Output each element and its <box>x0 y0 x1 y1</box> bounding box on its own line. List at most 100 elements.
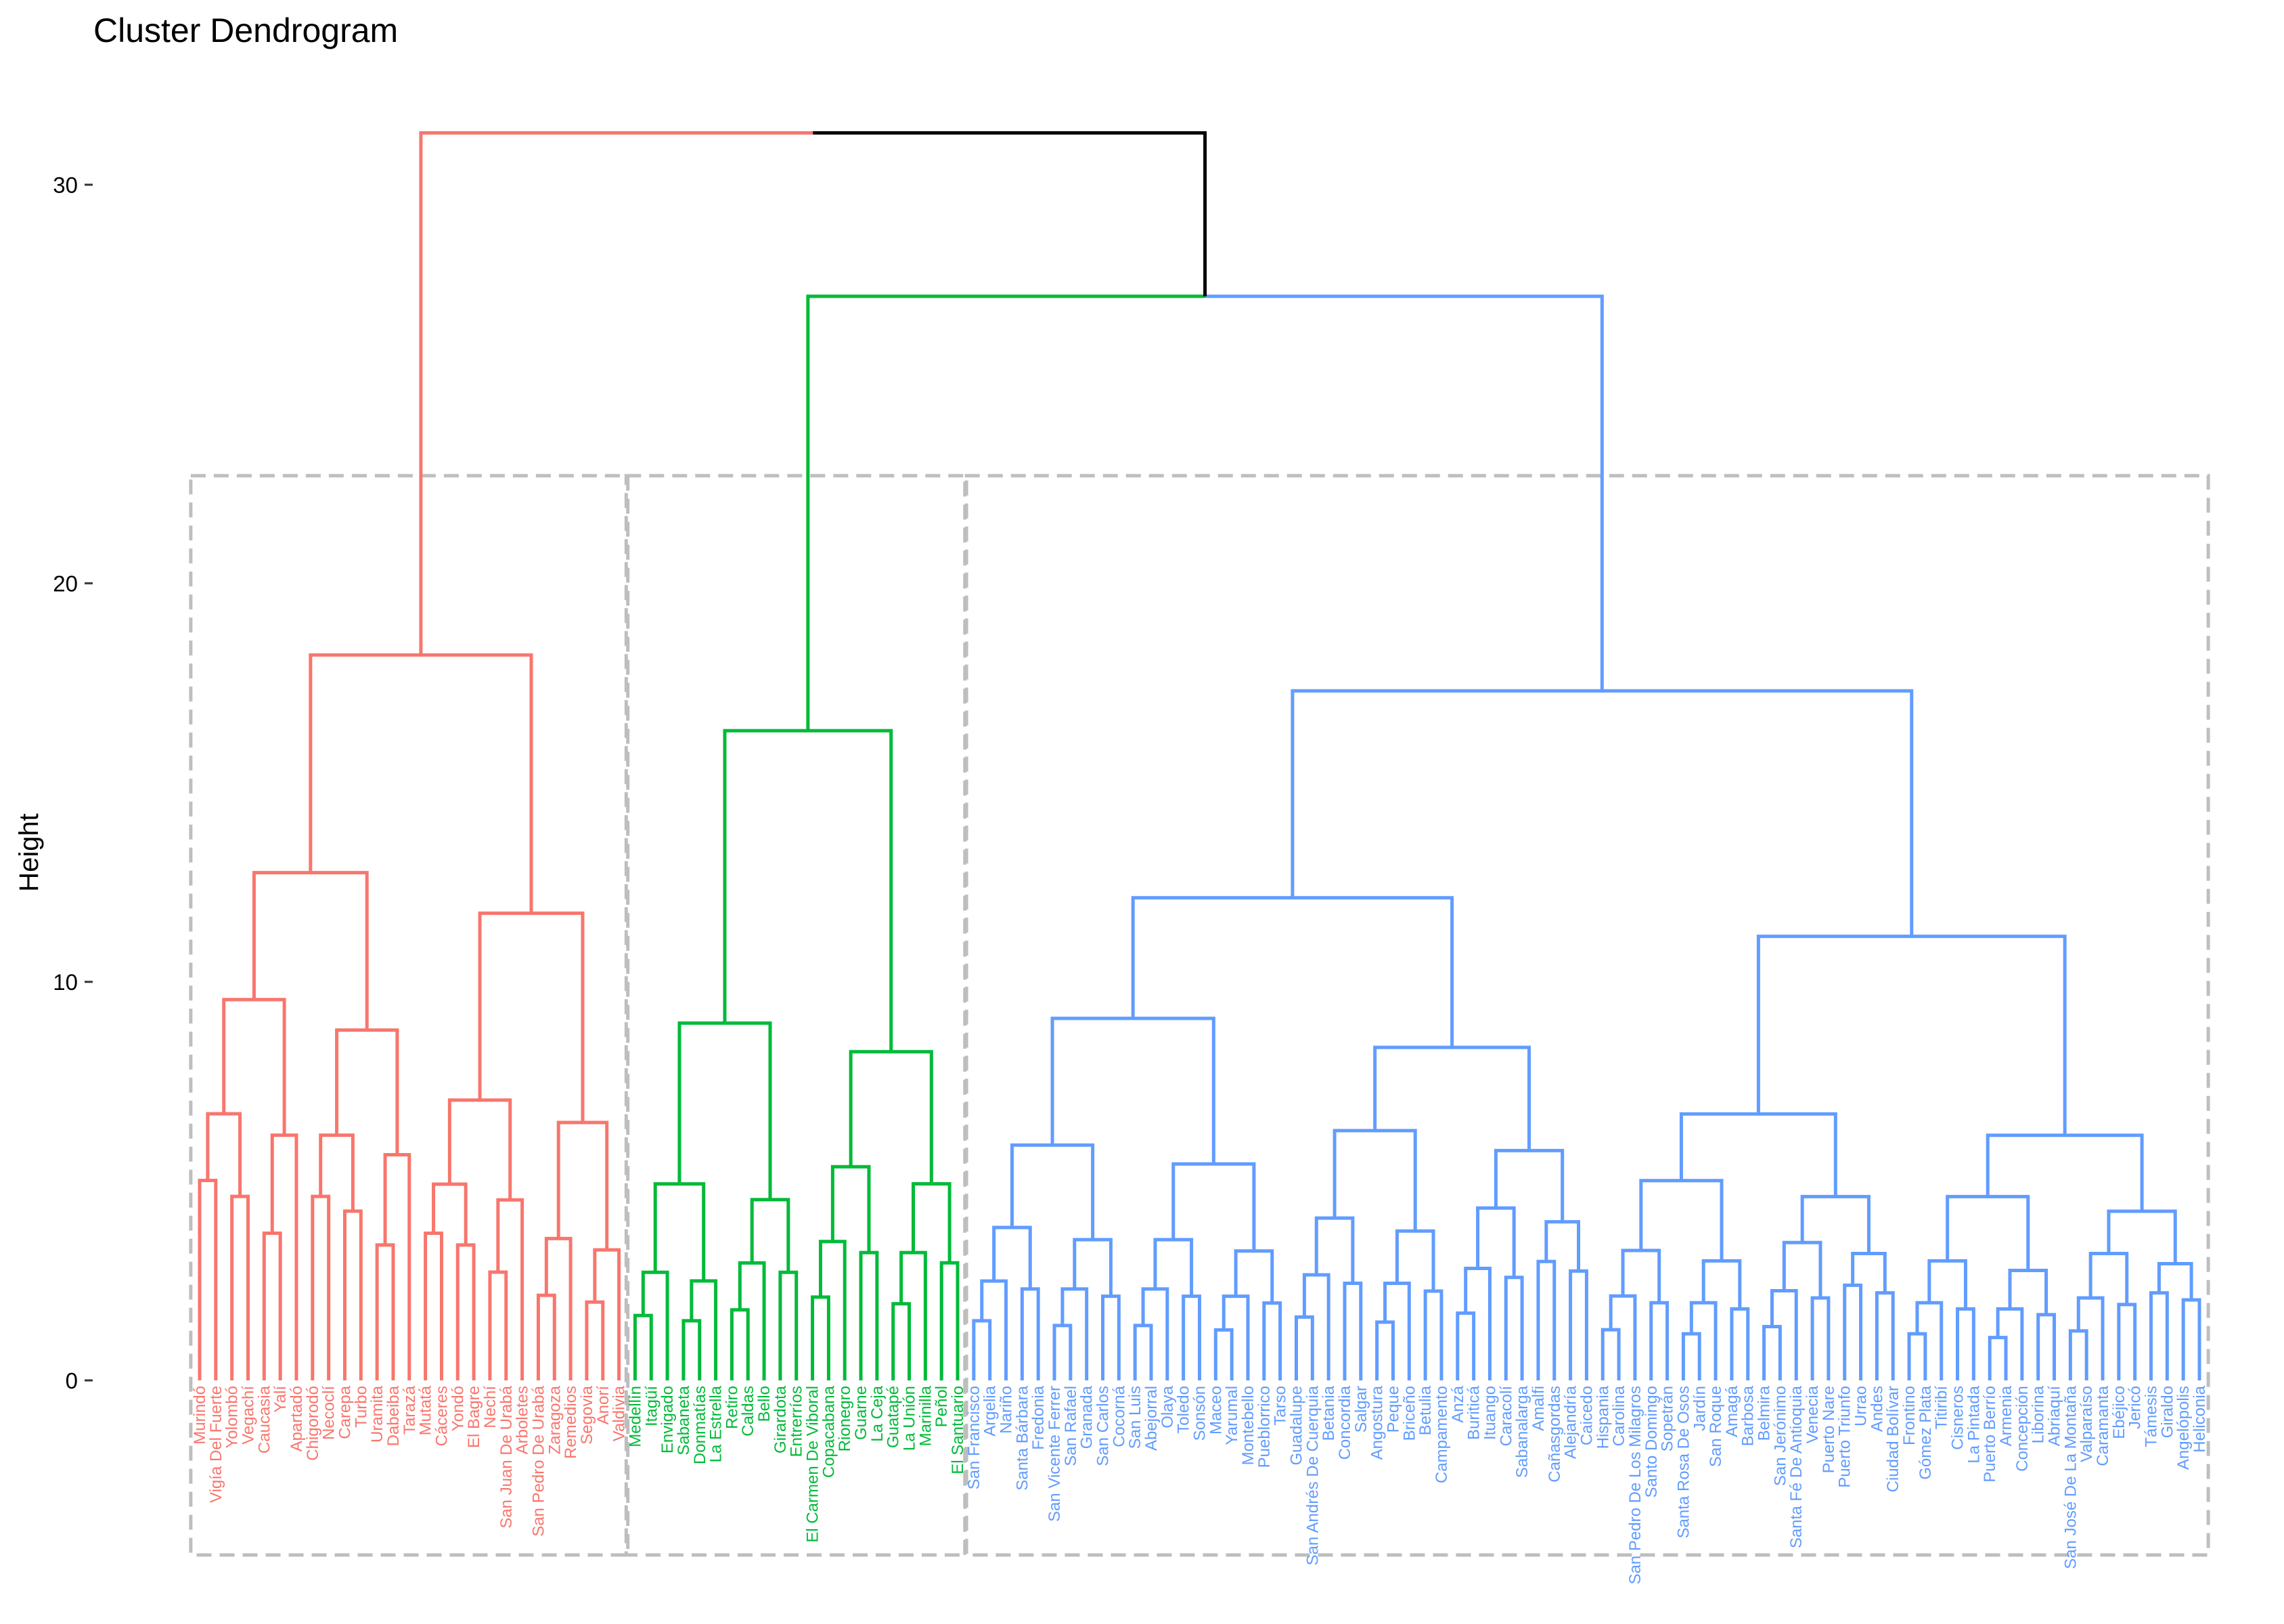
leaf-label: Ebéjico <box>2110 1386 2128 1439</box>
cluster-3-branch <box>1569 1269 1588 1380</box>
leaf-label: Cocorná <box>1110 1385 1128 1447</box>
cluster-1-branch <box>478 911 585 1123</box>
cluster-2-branch <box>738 1261 766 1380</box>
cluster-3-branch <box>1544 1220 1581 1271</box>
leaf-label: Abriaquí <box>2046 1386 2064 1447</box>
leaf-label: Abejorral <box>1142 1386 1161 1451</box>
cluster-3-branch <box>972 1319 992 1380</box>
leaf-label: San Juan De Urabá <box>497 1385 516 1528</box>
cluster-3-branch <box>1946 1194 2030 1271</box>
cluster-3-branch <box>1756 934 2067 1135</box>
cluster-1-branch <box>488 1270 508 1380</box>
leaf-label: Zaragoza <box>545 1385 564 1454</box>
leaf-label: Ituango <box>1481 1386 1499 1440</box>
leaf-label: Girardota <box>771 1385 790 1453</box>
leaf-label: Peñol <box>933 1386 951 1427</box>
cluster-3-branch <box>1956 1307 1975 1380</box>
leaf-label: Amagá <box>1723 1385 1741 1437</box>
y-tick-label: 20 <box>53 571 78 596</box>
leaf-label: Titiribí <box>1933 1386 1951 1430</box>
cluster-1-branch <box>252 871 369 1031</box>
cluster-1-branch <box>375 1243 395 1380</box>
leaf-label: Marinilla <box>916 1385 935 1446</box>
leaf-label: Toledo <box>1175 1386 1193 1434</box>
cluster-3-branch <box>1153 1238 1194 1296</box>
leaf-label: San Roque <box>1707 1386 1725 1467</box>
cluster-1-branch <box>206 1112 242 1197</box>
cluster-3-rectangle <box>963 474 2210 1557</box>
cluster-1-branch <box>198 1179 218 1380</box>
leaf-label: Campamento <box>1433 1386 1451 1483</box>
leaf-label: Guatapé <box>885 1386 903 1448</box>
cluster-3-branch <box>1423 1289 1443 1380</box>
leaf-label: Tarazá <box>401 1385 419 1435</box>
leaf-label: Concepción <box>2013 1386 2032 1472</box>
cluster-2-branch <box>912 1181 951 1263</box>
leaf-label: Liborina <box>2030 1385 2048 1443</box>
cluster-2-branch <box>677 1021 772 1200</box>
cluster-3-branch <box>1600 1328 1621 1380</box>
leaf-label: San Carlos <box>1094 1386 1113 1466</box>
leaf-label: Yarumal <box>1223 1386 1241 1445</box>
leaf-label: Turbo <box>352 1386 370 1428</box>
leaf-label: El Bagre <box>465 1386 483 1448</box>
leaf-label: Vegachí <box>239 1386 257 1445</box>
leaf-label: Necoclí <box>320 1386 338 1440</box>
leaf-label: Caramanta <box>2094 1385 2112 1466</box>
leaf-label: Anzá <box>1449 1385 1467 1422</box>
cluster-3-branch <box>1060 1287 1089 1380</box>
leaf-label: San Rafael <box>1062 1386 1080 1466</box>
leaf-label: Sonsón <box>1191 1386 1209 1441</box>
leaf-label: El Carmen De Viboral <box>804 1386 822 1543</box>
leaf-label: Angelópolis <box>2174 1386 2193 1470</box>
leaf-label: Salgar <box>1352 1386 1370 1433</box>
cluster-3-branch <box>1141 1287 1169 1380</box>
leaf-label: Olaya <box>1159 1385 1177 1428</box>
cluster-3-branch <box>1770 1289 1798 1380</box>
leaf-label: Maceo <box>1207 1386 1225 1435</box>
cluster-3-branch <box>1915 1301 1944 1380</box>
leaf-label: Jericó <box>2126 1386 2145 1429</box>
cluster-3-branch <box>1182 1294 1201 1380</box>
cluster-3-branch <box>1171 1162 1256 1251</box>
cluster-3-branch <box>1343 1282 1363 1380</box>
root-link <box>813 131 1207 296</box>
leaf-label: San Andrés De Cuerquia <box>1303 1385 1322 1565</box>
leaf-label: Betulia <box>1416 1385 1435 1435</box>
cluster-3-branch <box>1010 1143 1095 1240</box>
leaf-label: Venecia <box>1804 1385 1822 1443</box>
cluster-3-branch <box>1986 1133 2144 1212</box>
leaf-label: Yolombó <box>223 1386 242 1449</box>
cluster-3-branch <box>2076 1296 2105 1380</box>
cluster-2-branch <box>681 1319 702 1380</box>
leaf-label: Envigado <box>658 1386 677 1453</box>
cluster-3-branch <box>1314 1216 1355 1284</box>
leaf-label: Santa Rosa De Osos <box>1674 1386 1693 1538</box>
leaf-label: Armenia <box>1997 1385 2015 1446</box>
cluster-3-branch <box>1494 1148 1565 1222</box>
leaf-label: Belmira <box>1755 1385 1774 1441</box>
leaf-label: Caicedo <box>1577 1386 1596 1445</box>
cluster-3-branch <box>980 1279 1008 1380</box>
cluster-2-branch <box>849 1050 933 1184</box>
cluster-3-branch <box>1476 1206 1516 1278</box>
leaf-label: Carolina <box>1610 1385 1628 1446</box>
cluster-3-branch <box>1649 1301 1670 1380</box>
leaf-label: Santa Bárbara <box>1013 1385 1031 1490</box>
cluster-1-branch <box>455 1243 476 1380</box>
cluster-3-branch <box>1701 1259 1742 1309</box>
cluster-3-branch <box>1375 1320 1395 1380</box>
cluster-3-branch <box>1800 1194 1871 1254</box>
cluster-3-branch <box>1052 1324 1073 1380</box>
cluster-1-branch <box>319 1133 355 1211</box>
leaf-label: Peque <box>1384 1386 1402 1433</box>
cluster-2-branch <box>778 1270 799 1380</box>
leaf-label: Granada <box>1078 1385 1096 1449</box>
cluster-1-branch <box>262 1232 282 1380</box>
cluster-2-branch <box>690 1279 718 1380</box>
y-tick-label: 0 <box>66 1368 78 1393</box>
cluster-1-link <box>419 131 813 656</box>
cluster-3-branch <box>2181 1298 2201 1380</box>
cluster-3-branch <box>1373 1045 1531 1151</box>
